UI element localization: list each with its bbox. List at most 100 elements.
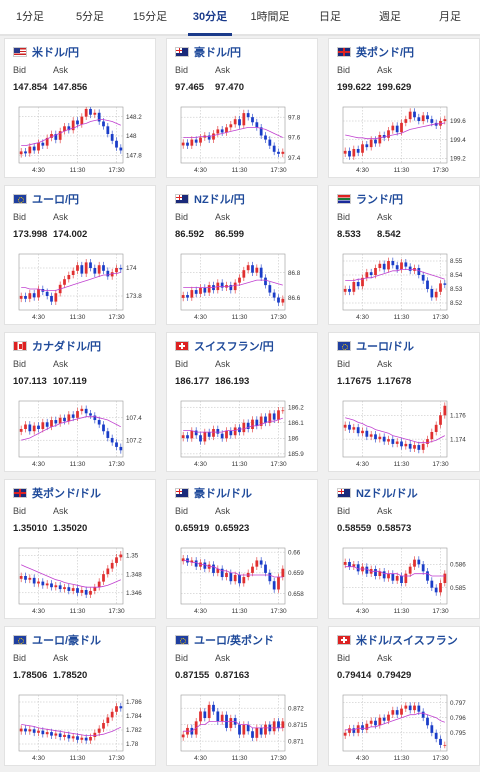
candle-body	[255, 122, 259, 128]
candle-body	[80, 590, 84, 593]
ask-value: 107.119	[53, 376, 87, 387]
candle-body	[242, 113, 246, 126]
candle-body	[391, 125, 395, 131]
candle-body	[277, 410, 280, 420]
candlestick-chart[interactable]: 4:30 11:30 17:30 199.6 199.4 199.2	[341, 103, 473, 177]
x-tick-label: 11:30	[232, 755, 248, 762]
currency-pair-link[interactable]: 英ポンド/ドル	[32, 488, 102, 500]
bid-value: 1.17675	[337, 376, 372, 387]
currency-pair-link[interactable]: 豪ドル/ドル	[194, 488, 253, 500]
candle-body	[58, 417, 62, 424]
ask-value: 86.599	[215, 229, 245, 240]
bid-value: 0.65919	[175, 523, 210, 534]
tab-1[interactable]: 5分足	[75, 11, 105, 23]
candlestick-chart[interactable]: 4:30 11:30 17:30 0.872 0.8715 0.871	[179, 691, 311, 765]
y-tick-label: 1.786	[126, 699, 142, 706]
candle-body	[45, 732, 49, 735]
currency-pair-link[interactable]: 豪ドル/円	[194, 47, 242, 59]
plot-frame	[18, 547, 124, 605]
ask-label: Ask	[215, 653, 231, 663]
candle-body	[259, 267, 263, 278]
bid-value: 97.465	[175, 82, 205, 93]
candle-body	[207, 432, 211, 437]
plot-frame	[342, 106, 448, 164]
bid-value: 0.58559	[337, 523, 372, 534]
ch-flag	[175, 341, 189, 351]
candle-body	[343, 732, 347, 736]
currency-pair-link[interactable]: 米ドル/スイスフラン	[356, 635, 458, 647]
y-tick-label: 86.8	[288, 270, 301, 277]
candle-body	[264, 277, 267, 286]
candle-body	[443, 119, 447, 121]
candlestick-chart[interactable]: 4:30 11:30 17:30 1.786 1.784 1.782 1.78	[17, 691, 149, 765]
candlestick-chart[interactable]: 4:30 11:30 17:30 186.2 186.1 186 185.9	[179, 397, 311, 471]
currency-pair-link[interactable]: NZドル/ドル	[356, 488, 418, 500]
rate-card: 米ドル/円 Bid Ask 147.854 147.856 4:30 11:30 17:30 1…	[4, 38, 156, 178]
candle-body	[378, 263, 382, 268]
candle-body	[119, 554, 123, 558]
candlestick-chart[interactable]: 4:30 11:30 17:30 97.8 97.6 97.4	[179, 103, 311, 177]
candle-body	[106, 126, 110, 135]
candle-body	[246, 724, 250, 732]
candle-body	[106, 568, 110, 575]
tab-7[interactable]: 月足	[439, 11, 461, 23]
candle-body	[32, 146, 36, 151]
candle-body	[348, 728, 351, 733]
candle-body	[97, 265, 101, 274]
candle-body	[102, 121, 105, 127]
candlestick-chart[interactable]: 4:30 11:30 17:30 86.8 86.6	[179, 250, 311, 324]
candle-body	[352, 427, 356, 430]
candlestick-chart[interactable]: 4:30 11:30 17:30 107.4 107.2	[17, 397, 149, 471]
bid-label: Bid	[175, 212, 189, 222]
candlestick-chart[interactable]: 4:30 11:30 17:30 8.55 8.54 8.53 8.52	[341, 250, 473, 324]
candlestick-chart[interactable]: 4:30 11:30 17:30 1.176 1.174	[341, 397, 473, 471]
currency-pair-link[interactable]: ランド/円	[356, 194, 404, 206]
candle-body	[63, 417, 66, 422]
candle-body	[281, 721, 285, 728]
currency-pair-link[interactable]: 英ポンド/円	[356, 47, 415, 59]
candle-body	[242, 270, 246, 278]
currency-pair-link[interactable]: ユーロ/豪ドル	[32, 635, 102, 647]
currency-pair-link[interactable]: ユーロ/英ポンド	[194, 635, 275, 647]
candle-body	[443, 744, 447, 746]
candle-body	[356, 149, 360, 153]
currency-pair-link[interactable]: スイスフラン/円	[194, 341, 274, 353]
x-tick-label: 4:30	[194, 461, 207, 468]
candle-body	[361, 725, 364, 730]
tab-6[interactable]: 週足	[379, 11, 401, 23]
candle-body	[251, 265, 254, 273]
candle-body	[181, 435, 185, 439]
candle-body	[76, 588, 79, 593]
bid-value: 147.854	[13, 82, 48, 93]
candle-body	[45, 583, 49, 586]
au-flag	[175, 488, 189, 498]
candle-body	[400, 441, 403, 447]
candlestick-chart[interactable]: 4:30 11:30 17:30 1.35 1.348 1.346	[17, 544, 149, 618]
currency-pair-link[interactable]: NZドル/円	[194, 194, 245, 206]
currency-pair-link[interactable]: 米ドル/円	[32, 47, 80, 59]
candle-body	[374, 569, 377, 576]
moving-average-line	[345, 122, 445, 140]
candlestick-chart[interactable]: 4:30 11:30 17:30 0.797 0.796 0.795	[341, 691, 473, 765]
tab-0[interactable]: 1分足	[15, 11, 45, 23]
candle-body	[382, 135, 386, 138]
candlestick-chart[interactable]: 4:30 11:30 17:30 148.2 148 147.8	[17, 103, 149, 177]
tab-2[interactable]: 15分足	[132, 11, 168, 23]
candlestick-chart[interactable]: 4:30 11:30 17:30 0.66 0.659 0.658	[179, 544, 311, 618]
candlestick-chart[interactable]: 4:30 11:30 17:30 0.586 0.585	[341, 544, 473, 618]
rate-card: ランド/円 Bid Ask 8.533 8.542 4:30 11:30 17:30 8.55 8…	[328, 185, 480, 325]
tab-4[interactable]: 1時間足	[250, 11, 290, 23]
tab-5[interactable]: 日足	[319, 11, 341, 23]
moving-average-line	[345, 417, 445, 444]
tab-3[interactable]: 30分足	[180, 0, 240, 36]
candle-body	[24, 576, 27, 580]
candle-body	[251, 566, 254, 573]
candle-body	[97, 112, 101, 122]
candle-body	[115, 140, 118, 148]
currency-pair-link[interactable]: カナダドル/円	[32, 341, 102, 353]
candlestick-chart[interactable]: 4:30 11:30 17:30 174 173.8	[17, 250, 149, 324]
currency-pair-link[interactable]: ユーロ/円	[32, 194, 80, 206]
candle-body	[24, 728, 27, 732]
bid-label: Bid	[337, 506, 351, 516]
currency-pair-link[interactable]: ユーロ/ドル	[356, 341, 415, 353]
